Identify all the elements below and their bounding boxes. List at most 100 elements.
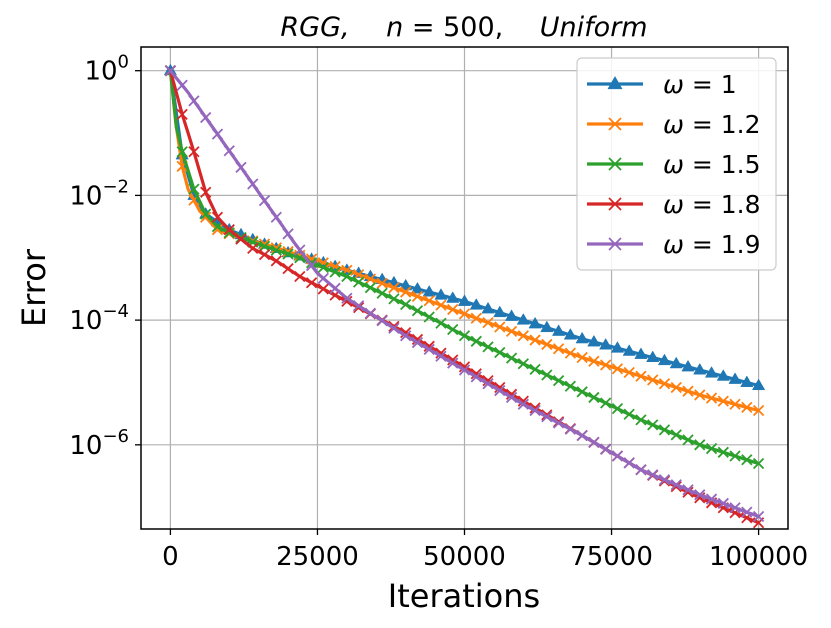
data-point-marker	[388, 282, 400, 294]
data-point-marker	[599, 338, 613, 350]
data-point-marker	[410, 281, 425, 294]
data-point-marker	[552, 374, 565, 387]
data-point-marker	[752, 510, 765, 523]
data-point-marker	[341, 295, 353, 308]
data-point-marker	[563, 328, 577, 340]
data-point-marker	[704, 366, 719, 378]
data-point-marker	[716, 369, 730, 381]
data-point-marker	[458, 330, 471, 342]
data-point-marker	[211, 224, 224, 236]
data-point-marker	[211, 128, 224, 140]
data-point-marker	[694, 439, 706, 451]
series-1-5	[164, 65, 765, 470]
data-point-marker	[528, 316, 542, 329]
data-point-marker	[634, 347, 648, 359]
data-point-marker	[435, 317, 447, 329]
data-point-marker	[741, 454, 753, 466]
data-point-marker	[751, 378, 766, 391]
data-point-marker	[247, 178, 259, 190]
data-point-marker	[422, 285, 436, 297]
data-point-marker	[658, 424, 671, 436]
data-point-marker	[541, 411, 553, 423]
data-point-marker	[552, 417, 565, 429]
data-point-marker	[494, 346, 506, 359]
data-point-marker	[669, 356, 683, 369]
data-point-marker	[494, 321, 506, 333]
data-point-marker	[608, 117, 622, 131]
data-point-marker	[752, 457, 765, 470]
data-point-marker	[600, 359, 612, 371]
data-point-marker	[610, 341, 625, 353]
data-point-marker	[200, 111, 212, 124]
data-point-marker	[223, 227, 235, 239]
legend-entry: ω = 1	[587, 70, 737, 99]
data-point-marker	[341, 270, 353, 283]
data-point-marker	[694, 389, 706, 401]
data-point-marker	[670, 429, 682, 441]
data-point-marker	[188, 183, 200, 195]
data-point-marker	[223, 224, 235, 236]
data-point-marker	[564, 347, 577, 359]
data-point-marker	[211, 220, 224, 233]
data-point-marker	[635, 414, 647, 426]
data-point-marker	[364, 273, 377, 285]
data-point-marker	[481, 301, 495, 314]
data-point-marker	[376, 287, 388, 299]
data-point-marker	[657, 353, 672, 366]
x-tick-label: 50000	[423, 542, 506, 572]
data-point-marker	[399, 278, 413, 291]
data-point-marker	[258, 240, 271, 252]
data-point-marker	[329, 282, 341, 294]
data-point-marker	[282, 263, 294, 275]
data-point-marker	[364, 282, 377, 294]
data-point-marker	[623, 366, 635, 379]
data-point-marker	[540, 320, 554, 333]
data-point-marker	[270, 255, 282, 267]
data-point-marker	[200, 211, 212, 223]
data-point-marker	[494, 384, 506, 397]
data-point-marker	[517, 330, 529, 342]
x-tick-label: 75000	[570, 542, 653, 572]
data-point-marker	[176, 108, 188, 120]
data-point-marker	[235, 233, 247, 245]
data-point-marker	[694, 489, 706, 501]
legend-entry: ω = 1.2	[587, 110, 761, 139]
y-tick-label: 10−2	[69, 176, 129, 211]
data-point-marker	[235, 161, 247, 173]
data-point-marker	[552, 324, 566, 336]
data-point-marker	[611, 363, 624, 375]
data-point-marker	[670, 479, 682, 491]
data-point-marker	[482, 341, 494, 353]
data-point-marker	[729, 450, 741, 462]
data-point-marker	[635, 464, 647, 476]
data-point-marker	[435, 299, 447, 311]
data-point-marker	[341, 292, 353, 304]
data-point-marker	[282, 228, 294, 240]
data-point-marker	[608, 197, 622, 211]
data-point-marker	[211, 211, 224, 223]
data-point-marker	[740, 375, 754, 387]
data-point-marker	[247, 242, 259, 255]
data-point-marker	[505, 352, 518, 364]
data-point-marker	[200, 208, 212, 220]
data-point-marker	[434, 288, 448, 300]
legend-label: ω = 1.9	[663, 230, 761, 259]
data-point-marker	[388, 293, 400, 305]
data-point-marker	[270, 211, 282, 223]
data-point-marker	[529, 363, 541, 376]
data-point-marker	[388, 322, 400, 334]
data-point-marker	[423, 343, 435, 356]
data-point-marker	[717, 395, 729, 407]
data-point-marker	[400, 330, 412, 342]
data-point-marker	[200, 186, 212, 198]
data-point-marker	[588, 391, 600, 404]
data-point-marker	[670, 381, 682, 394]
data-point-marker	[587, 334, 601, 347]
data-point-marker	[282, 248, 294, 260]
data-point-marker	[647, 374, 659, 386]
data-point-marker	[329, 266, 341, 278]
data-point-marker	[505, 391, 518, 404]
data-point-marker	[529, 334, 541, 346]
chart-title: RGG, n = 500, Uniform	[280, 12, 647, 43]
